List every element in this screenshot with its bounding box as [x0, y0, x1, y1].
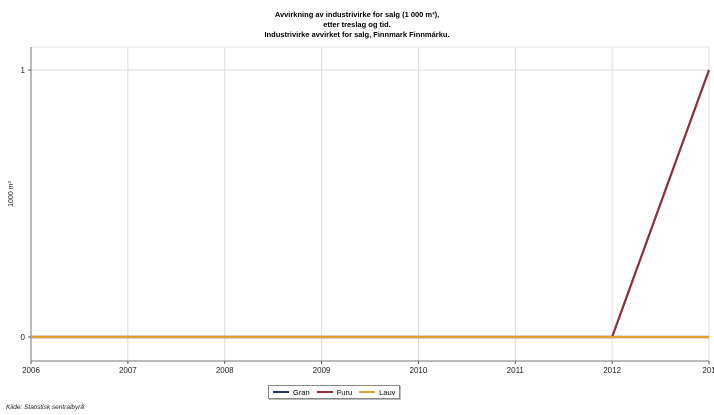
- y-axis-label: 1000 m³: [8, 180, 15, 206]
- x-tick-label: 2008: [216, 366, 234, 375]
- plot-area: [31, 47, 709, 361]
- source-note: Kilde: Statistisk sentralbyrå: [6, 404, 85, 411]
- legend-label-lauv: Lauv: [379, 387, 396, 397]
- legend-item-lauv[interactable]: Lauv: [359, 388, 395, 397]
- axes: [28, 47, 710, 364]
- legend-swatch-furu: [316, 391, 333, 393]
- x-tick-label: 2006: [22, 366, 40, 375]
- legend-swatch-gran: [273, 391, 289, 393]
- legend-label-gran: Gran: [293, 387, 310, 397]
- x-tick-label: 2009: [313, 366, 331, 375]
- legend-item-gran[interactable]: Gran: [273, 388, 310, 397]
- x-tick-label: 2011: [507, 366, 525, 375]
- legend-swatch-lauv: [359, 391, 376, 393]
- x-tick-label: 2007: [119, 366, 137, 375]
- legend-item-furu[interactable]: Furu: [316, 387, 353, 397]
- x-tick-label: 2012: [603, 366, 621, 375]
- chart-title-line-1: Avvirkning av industrivirke for salg (1 …: [274, 10, 440, 19]
- grid-lines: [30, 46, 710, 361]
- x-tick-label: 201: [702, 366, 714, 375]
- chart-legend: Gran Furu Lauv: [268, 385, 401, 399]
- legend-label-furu: Furu: [336, 387, 353, 397]
- x-tick-label: 2010: [410, 366, 428, 375]
- chart-title: Avvirkning av industrivirke for salg (1 …: [0, 10, 714, 40]
- chart-title-line-2: etter treslag og tid.: [323, 20, 391, 29]
- y-tick-label: 0: [21, 333, 26, 342]
- chart-title-line-3: Industrivirke avvirket for salg, Finnmar…: [264, 30, 450, 39]
- series-lines: [31, 69, 711, 339]
- y-tick-label: 1: [21, 66, 26, 75]
